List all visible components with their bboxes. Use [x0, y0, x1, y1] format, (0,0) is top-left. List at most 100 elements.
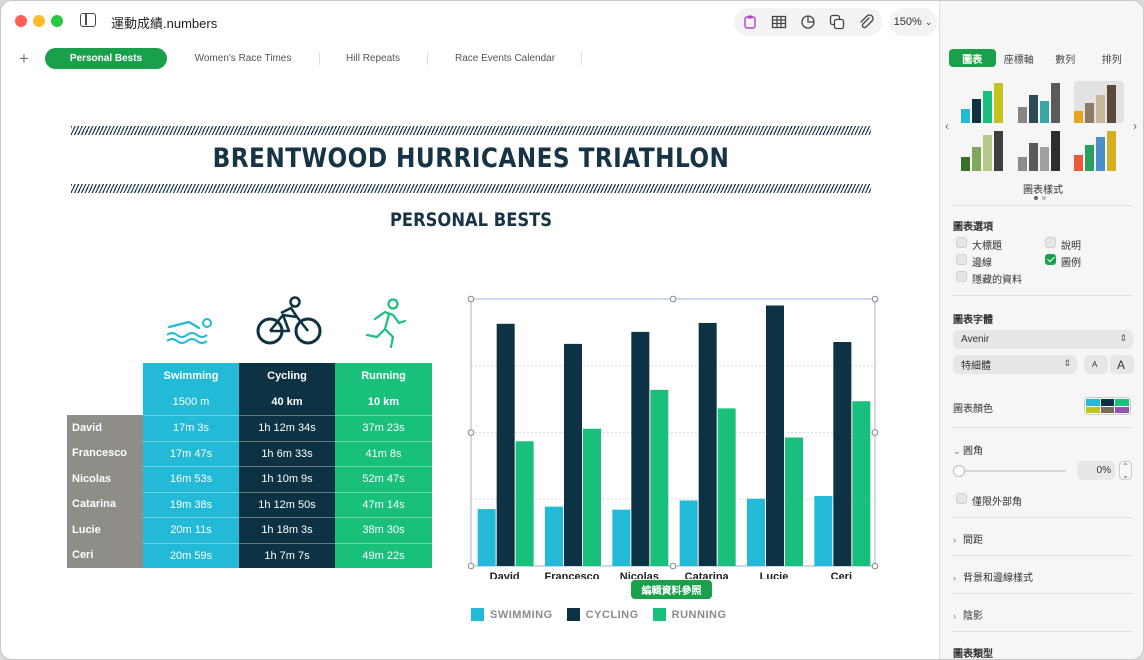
swim-time-cell[interactable]: 20m 59s [143, 542, 239, 568]
bar-cycling-catarina[interactable] [698, 322, 717, 566]
font-family-select[interactable]: Avenir ⇕ [953, 330, 1133, 349]
swim-time-cell[interactable]: 17m 3s [143, 415, 239, 441]
bar-running-lucie[interactable] [785, 437, 803, 566]
run-time-cell[interactable]: 49m 22s [335, 542, 432, 568]
legend-item-running[interactable]: RUNNING [652, 608, 727, 621]
bar-running-nicolas[interactable] [650, 389, 669, 566]
bar-running-francesco[interactable] [583, 428, 601, 566]
font-style-select[interactable]: 特細體 ⇕ [953, 355, 1077, 374]
caption-checkbox[interactable] [1045, 237, 1056, 248]
bar-chart[interactable]: David Francesco Nicolas Catarina Lucie Ceri [465, 293, 881, 579]
chevron-left-icon[interactable]: ‹ [945, 119, 949, 133]
table-header-swimming[interactable]: Swimming [143, 363, 239, 389]
bar-swimming-catarina[interactable] [679, 500, 698, 566]
cycle-time-cell[interactable]: 1h 10m 9s [239, 466, 335, 492]
chart-style-thumbnail[interactable] [961, 129, 1011, 171]
chevron-right-icon[interactable]: › [1133, 119, 1137, 133]
table-distance-cycling[interactable]: 40 km [239, 389, 335, 415]
chart-icon[interactable] [798, 12, 817, 32]
corner-radius-input[interactable]: 0% [1077, 461, 1115, 480]
run-time-cell[interactable]: 38m 30s [335, 517, 432, 543]
table-header-cycling[interactable]: Cycling [239, 363, 335, 389]
bar-cycling-david[interactable] [496, 323, 515, 566]
tab-axis[interactable]: 座標軸 [1003, 54, 1034, 66]
zoom-control[interactable]: 150% ⌄ [889, 8, 937, 36]
cycle-time-cell[interactable]: 1h 18m 3s [239, 517, 335, 543]
row-name-cell[interactable]: David [67, 415, 143, 441]
chart-style-thumbnail[interactable] [1018, 129, 1068, 171]
swimming-icon[interactable] [161, 313, 217, 347]
sheet-canvas[interactable]: BRENTWOOD HURRICANES TRIATHLON PERSONAL … [1, 73, 939, 659]
cycle-time-cell[interactable]: 1h 12m 50s [239, 491, 335, 517]
media-icon[interactable] [857, 12, 876, 32]
page-title[interactable]: BRENTWOOD HURRICANES TRIATHLON [212, 143, 730, 174]
tab-arrange[interactable]: 排列 [1101, 54, 1122, 66]
tab-hill-repeats[interactable]: Hill Repeats [346, 53, 400, 64]
bar-swimming-nicolas[interactable] [612, 509, 631, 566]
table-distance-running[interactable]: 10 km [335, 389, 432, 415]
table-header-running[interactable]: Running [335, 363, 432, 389]
tab-personal-bests[interactable]: Personal Bests [45, 48, 167, 69]
bar-cycling-lucie[interactable] [766, 305, 784, 566]
swim-time-cell[interactable]: 16m 53s [143, 466, 239, 492]
resize-handle[interactable] [669, 562, 677, 570]
legend-checkbox[interactable] [1045, 254, 1056, 265]
bar-swimming-david[interactable] [477, 509, 496, 566]
background-border-section[interactable]: › 背景和邊線樣式 [953, 569, 1033, 584]
chart-colors-palette[interactable] [1084, 397, 1131, 415]
chart-style-thumbnail[interactable] [961, 81, 1011, 123]
tab-chart[interactable]: 圖表 [949, 49, 996, 67]
resize-handle[interactable] [669, 295, 677, 303]
chart-legend[interactable]: SWIMMING CYCLING RUNNING [471, 608, 741, 621]
cycle-time-cell[interactable]: 1h 7m 7s [239, 542, 335, 568]
swim-time-cell[interactable]: 17m 47s [143, 440, 239, 466]
add-sheet-button[interactable]: + [19, 49, 29, 68]
run-time-cell[interactable]: 41m 8s [335, 440, 432, 466]
chart-style-thumbnail[interactable] [1074, 81, 1124, 123]
resize-handle[interactable] [467, 295, 475, 303]
resize-handle[interactable] [871, 295, 879, 303]
run-time-cell[interactable]: 47m 14s [335, 491, 432, 517]
row-name-cell[interactable]: Francesco [67, 440, 143, 466]
row-name-cell[interactable]: Lucie [67, 517, 143, 543]
shadow-section[interactable]: › 陰影 [953, 607, 983, 622]
chart-style-thumbnail[interactable] [1074, 129, 1124, 171]
row-name-cell[interactable]: Nicolas [67, 466, 143, 492]
title-checkbox[interactable] [956, 237, 967, 248]
bar-running-david[interactable] [515, 441, 534, 566]
legend-item-cycling[interactable]: CYCLING [566, 608, 639, 621]
zoom-window-button[interactable] [51, 15, 63, 27]
tab-series[interactable]: 數列 [1055, 54, 1076, 66]
cycle-time-cell[interactable]: 1h 6m 33s [239, 440, 335, 466]
chart-style-thumbnail[interactable] [1018, 81, 1068, 123]
resize-handle[interactable] [467, 429, 475, 436]
table-distance-swimming[interactable]: 1500 m [143, 389, 239, 415]
bar-cycling-ceri[interactable] [833, 341, 852, 566]
bar-cycling-francesco[interactable] [564, 343, 582, 566]
bar-running-catarina[interactable] [717, 408, 736, 566]
decrease-font-button[interactable]: A [1084, 355, 1108, 374]
table-icon[interactable] [769, 12, 788, 32]
corner-radius-slider-track[interactable] [956, 470, 1066, 472]
bar-cycling-nicolas[interactable] [631, 331, 650, 566]
text-icon[interactable] [740, 12, 759, 32]
corner-radius-stepper[interactable]: ⌃ ⌄ [1119, 461, 1132, 480]
swim-time-cell[interactable]: 20m 11s [143, 517, 239, 543]
running-icon[interactable] [363, 297, 409, 349]
hidden-data-checkbox[interactable] [956, 271, 967, 282]
resize-handle[interactable] [871, 562, 879, 570]
spacing-section[interactable]: › 間距 [953, 531, 983, 546]
sidebar-toggle-icon[interactable] [80, 13, 96, 27]
run-time-cell[interactable]: 52m 47s [335, 466, 432, 492]
outer-corners-only-checkbox[interactable] [956, 493, 967, 504]
border-checkbox[interactable] [956, 254, 967, 265]
resize-handle[interactable] [871, 429, 879, 436]
close-window-button[interactable] [15, 15, 27, 27]
bar-swimming-ceri[interactable] [814, 495, 833, 566]
cycling-icon[interactable] [255, 295, 323, 347]
increase-font-button[interactable]: A [1110, 355, 1134, 374]
corner-radius-slider-thumb[interactable] [953, 465, 965, 477]
edit-data-references-button[interactable]: 編輯資料參照 [631, 580, 712, 599]
bar-swimming-lucie[interactable] [747, 498, 765, 566]
page-subtitle[interactable]: PERSONAL BESTS [389, 209, 553, 231]
